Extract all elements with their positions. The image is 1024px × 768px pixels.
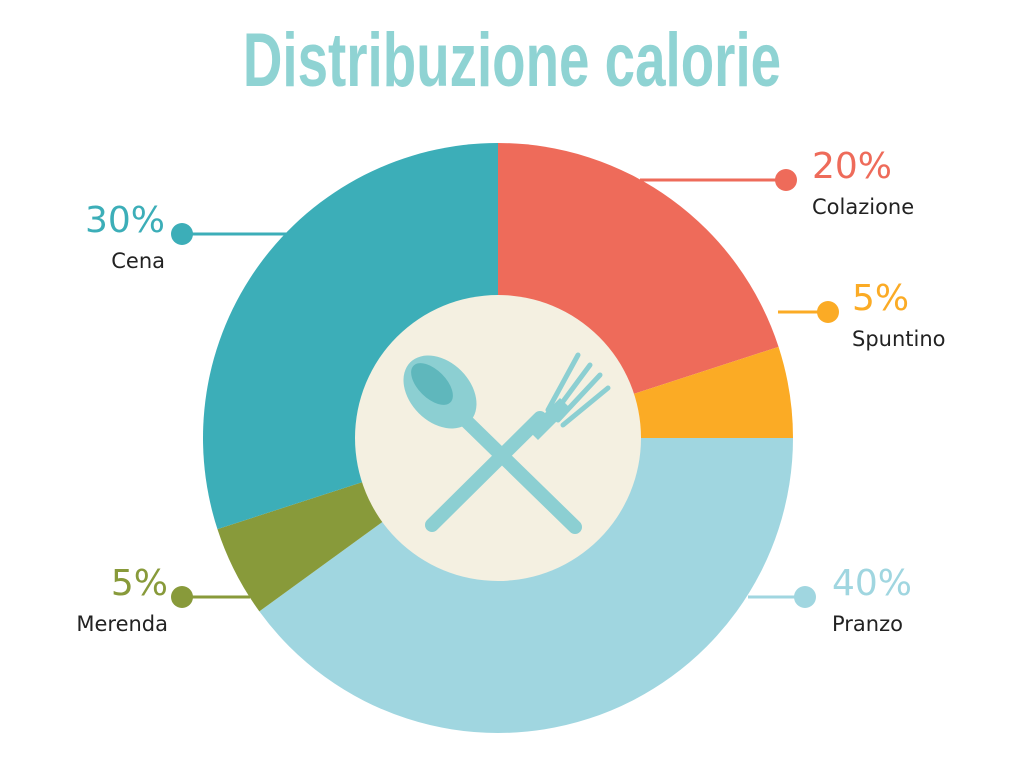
value-label: 5% — [111, 563, 168, 604]
leader-dot — [817, 301, 839, 323]
labels: 20% Colazione 5% Spuntino 40% Pranzo 5% Merenda… — [76, 146, 945, 636]
category-label: Pranzo — [832, 612, 903, 636]
category-label: Cena — [111, 249, 165, 273]
plate — [355, 295, 641, 581]
cutlery — [403, 352, 611, 534]
value-label: 5% — [852, 278, 909, 319]
leader-dot — [171, 223, 193, 245]
category-label: Colazione — [812, 195, 914, 219]
leader-dot — [775, 169, 797, 191]
chart-title: Distribuzione calorie — [243, 18, 781, 103]
category-label: Merenda — [76, 612, 168, 636]
pie-slice — [259, 438, 794, 733]
value-label: 40% — [832, 563, 912, 604]
value-label: 20% — [812, 146, 892, 187]
value-label: 30% — [85, 200, 165, 241]
leader-dot — [171, 586, 193, 608]
category-label: Spuntino — [852, 327, 946, 351]
leader-dot — [794, 586, 816, 608]
